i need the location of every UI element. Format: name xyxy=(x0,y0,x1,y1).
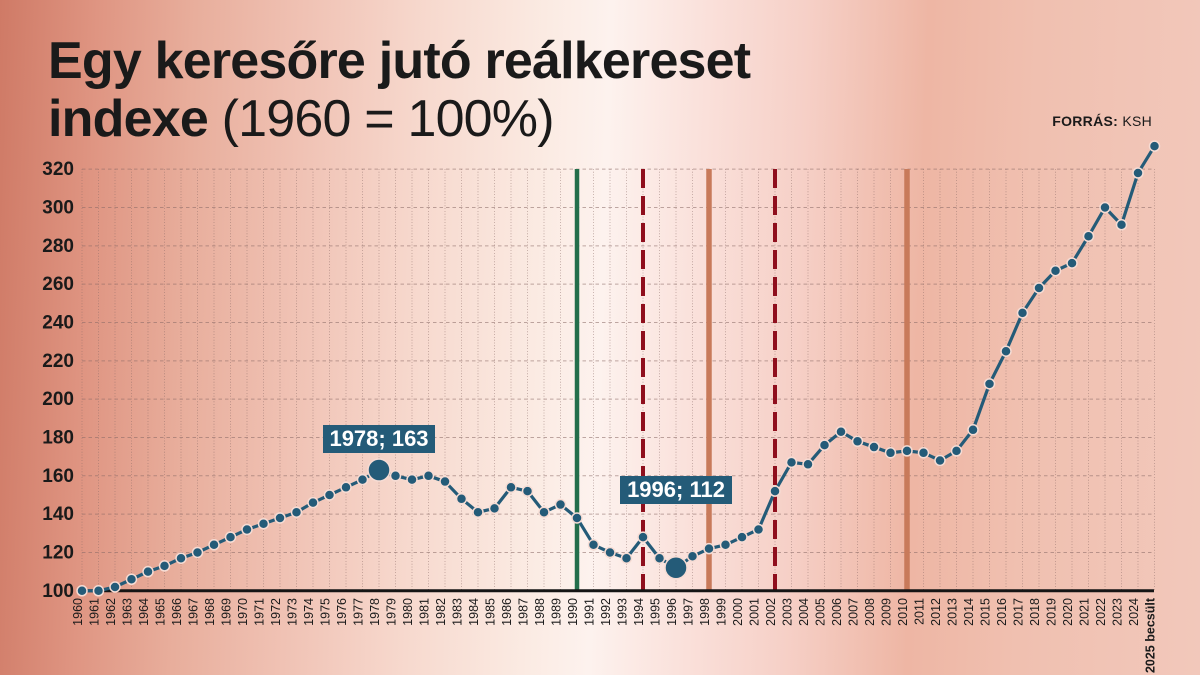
svg-text:260: 260 xyxy=(42,274,74,295)
svg-text:1989: 1989 xyxy=(550,598,564,626)
svg-text:1975: 1975 xyxy=(319,598,333,626)
svg-text:1963: 1963 xyxy=(121,598,135,626)
svg-text:2008: 2008 xyxy=(863,598,877,626)
svg-text:1979: 1979 xyxy=(385,598,399,626)
svg-text:320: 320 xyxy=(42,159,74,180)
svg-text:1997: 1997 xyxy=(682,598,696,626)
svg-text:2000: 2000 xyxy=(731,598,745,626)
svg-text:2020: 2020 xyxy=(1061,598,1075,626)
svg-text:2011: 2011 xyxy=(913,598,927,625)
svg-text:2007: 2007 xyxy=(847,598,861,626)
svg-text:2023: 2023 xyxy=(1111,598,1125,626)
svg-text:180: 180 xyxy=(42,427,74,448)
svg-text:2013: 2013 xyxy=(946,598,960,626)
svg-text:2021: 2021 xyxy=(1078,598,1092,626)
svg-text:2006: 2006 xyxy=(830,598,844,626)
svg-text:1961: 1961 xyxy=(88,598,102,626)
svg-text:2010: 2010 xyxy=(896,598,910,626)
svg-text:2015: 2015 xyxy=(979,598,993,626)
svg-text:1982: 1982 xyxy=(434,598,448,626)
svg-text:2017: 2017 xyxy=(1012,598,1026,626)
svg-text:120: 120 xyxy=(42,542,74,563)
svg-text:1978: 1978 xyxy=(368,598,382,626)
svg-text:2025 becsült: 2025 becsült xyxy=(1144,597,1158,673)
svg-text:1969: 1969 xyxy=(220,598,234,626)
svg-text:2004: 2004 xyxy=(797,598,811,626)
svg-text:1985: 1985 xyxy=(484,598,498,626)
svg-text:1974: 1974 xyxy=(302,598,316,626)
svg-text:1981: 1981 xyxy=(418,598,432,626)
svg-text:2014: 2014 xyxy=(962,598,976,626)
svg-text:1996; 112: 1996; 112 xyxy=(627,477,725,502)
svg-text:2024: 2024 xyxy=(1127,598,1141,626)
svg-text:2003: 2003 xyxy=(781,598,795,626)
svg-text:160: 160 xyxy=(42,466,74,487)
svg-text:240: 240 xyxy=(42,312,74,333)
svg-text:300: 300 xyxy=(42,198,74,219)
svg-text:1993: 1993 xyxy=(616,598,630,626)
svg-text:1977: 1977 xyxy=(352,598,366,626)
svg-text:2002: 2002 xyxy=(764,598,778,626)
svg-text:1967: 1967 xyxy=(187,598,201,626)
svg-text:1995: 1995 xyxy=(649,598,663,626)
svg-text:1971: 1971 xyxy=(253,598,267,626)
svg-text:200: 200 xyxy=(42,389,74,410)
svg-text:1984: 1984 xyxy=(467,598,481,626)
svg-text:2019: 2019 xyxy=(1045,598,1059,626)
svg-text:1976: 1976 xyxy=(335,598,349,626)
svg-text:1973: 1973 xyxy=(286,598,300,626)
svg-text:1999: 1999 xyxy=(715,598,729,626)
svg-text:1986: 1986 xyxy=(500,598,514,626)
svg-text:100: 100 xyxy=(42,581,74,602)
svg-text:1960: 1960 xyxy=(71,598,85,626)
svg-text:1972: 1972 xyxy=(269,598,283,626)
svg-text:1996: 1996 xyxy=(665,598,679,626)
svg-text:1992: 1992 xyxy=(599,598,613,626)
svg-text:1990: 1990 xyxy=(566,598,580,626)
svg-text:1964: 1964 xyxy=(137,598,151,626)
svg-text:1980: 1980 xyxy=(401,598,415,626)
svg-text:2012: 2012 xyxy=(929,598,943,626)
svg-text:1998: 1998 xyxy=(698,598,712,626)
svg-text:1965: 1965 xyxy=(154,598,168,626)
svg-text:2005: 2005 xyxy=(814,598,828,626)
svg-text:1983: 1983 xyxy=(451,598,465,626)
svg-text:2016: 2016 xyxy=(995,598,1009,626)
svg-text:220: 220 xyxy=(42,351,74,372)
svg-text:2001: 2001 xyxy=(748,598,762,626)
svg-text:2022: 2022 xyxy=(1094,598,1108,626)
svg-text:1978; 163: 1978; 163 xyxy=(329,426,428,451)
svg-text:1994: 1994 xyxy=(632,598,646,626)
svg-text:1962: 1962 xyxy=(104,598,118,626)
svg-text:280: 280 xyxy=(42,236,74,257)
svg-text:1970: 1970 xyxy=(236,598,250,626)
svg-text:140: 140 xyxy=(42,504,74,525)
svg-text:1987: 1987 xyxy=(517,598,531,626)
svg-text:1968: 1968 xyxy=(203,598,217,626)
svg-text:2018: 2018 xyxy=(1028,598,1042,626)
svg-text:2009: 2009 xyxy=(880,598,894,626)
svg-text:1966: 1966 xyxy=(170,598,184,626)
svg-text:1988: 1988 xyxy=(533,598,547,626)
svg-text:1991: 1991 xyxy=(583,598,597,626)
